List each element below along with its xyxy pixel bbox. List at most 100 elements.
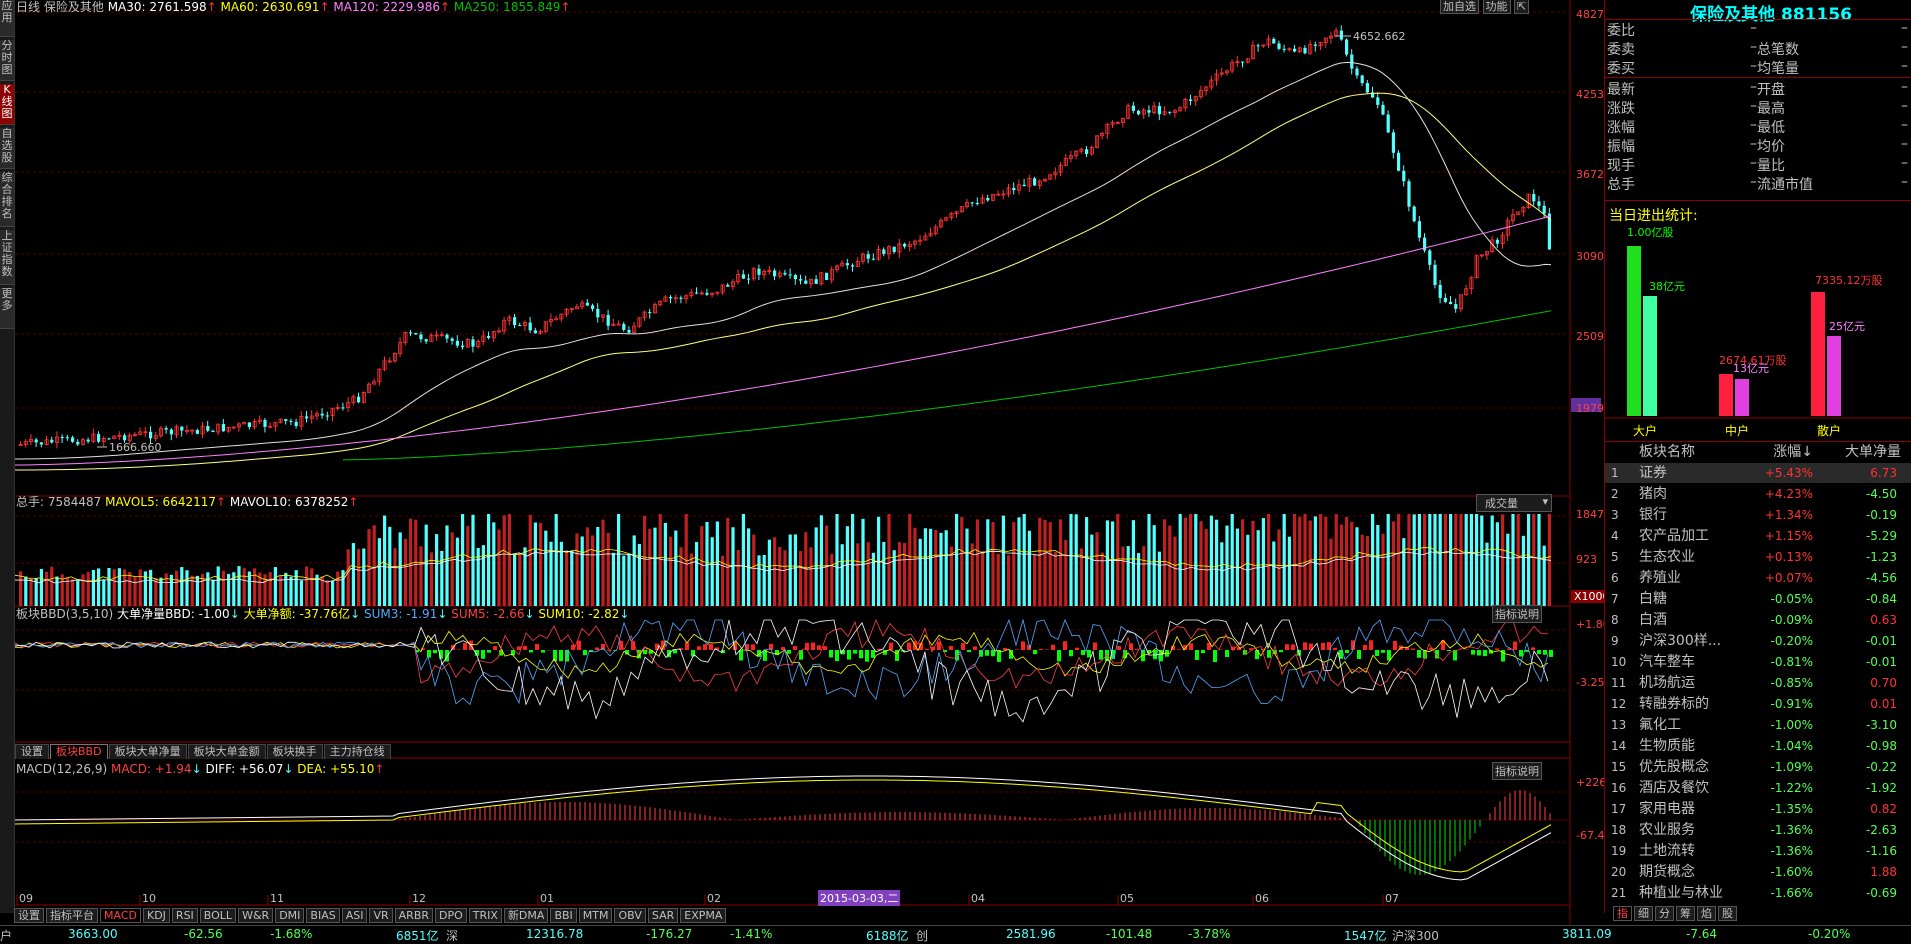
candle: [513, 317, 516, 325]
quote-dash: –: [1901, 174, 1908, 190]
volume-bar: [1163, 519, 1166, 606]
indicator-tab[interactable]: 指标平台: [46, 908, 98, 923]
bbd-help-button[interactable]: 指标说明: [1492, 605, 1542, 623]
left-tab-ranking[interactable]: 综合排名: [0, 172, 14, 227]
left-tab-more[interactable]: 更多: [0, 288, 14, 329]
add-watchlist-button[interactable]: 加自选: [1440, 0, 1479, 14]
volume-bar: [1147, 514, 1150, 606]
indicator-tab[interactable]: MACD: [100, 908, 141, 923]
bbd-tab-bignet[interactable]: 板块大单净量: [109, 744, 187, 759]
indicator-tab[interactable]: KDJ: [143, 908, 170, 923]
left-tab-watchlist[interactable]: 自选股: [0, 128, 14, 169]
quote-panel: 保险及其他 881156 委比––委卖–总笔数–委买–均笔量–最新–开盘–涨跌–…: [1604, 0, 1911, 913]
candle: [648, 312, 651, 313]
indicator-tab[interactable]: ARBR: [395, 908, 433, 923]
bbd-tab-turnover[interactable]: 板块换手: [267, 744, 323, 759]
indicator-tab[interactable]: ASI: [342, 908, 368, 923]
right-tab[interactable]: 股: [1718, 906, 1737, 921]
indicator-tab[interactable]: 设置: [14, 908, 44, 923]
left-tab-timeshare[interactable]: 分时图: [0, 40, 14, 81]
volume-bar: [648, 529, 651, 606]
indicator-tab[interactable]: VR: [369, 908, 392, 923]
indicator-tab[interactable]: BIAS: [306, 908, 339, 923]
macd-help-button[interactable]: 指标说明: [1492, 762, 1542, 780]
indicator-tab[interactable]: OBV: [614, 908, 645, 923]
expand-icon[interactable]: ⇱: [1514, 0, 1529, 14]
sh-index-value[interactable]: 3663.00: [68, 927, 118, 941]
price-axis-label: 4827: [1576, 8, 1604, 21]
bbd-tab-settings[interactable]: 设置: [15, 744, 49, 759]
quote-label: 涨跌: [1607, 98, 1635, 118]
indicator-tab[interactable]: TRIX: [469, 908, 502, 923]
candle: [170, 430, 173, 435]
volume-bar: [97, 568, 100, 606]
list-bignet: 0.63: [1837, 610, 1897, 630]
right-tab[interactable]: 分: [1655, 906, 1674, 921]
indicator-tab[interactable]: MTM: [579, 908, 613, 923]
indicator-tab[interactable]: BOLL: [200, 908, 236, 923]
candle: [867, 254, 870, 259]
right-tab[interactable]: 焰: [1697, 906, 1716, 921]
left-tab-apps[interactable]: 应用: [0, 0, 14, 37]
volume-bar: [133, 576, 136, 606]
volume-axis-label: X10000: [1574, 590, 1604, 603]
indicator-tab[interactable]: W&R: [238, 908, 273, 923]
right-tab[interactable]: 指: [1613, 906, 1632, 921]
bbd-bar: [1093, 643, 1097, 650]
function-button[interactable]: 功能: [1483, 0, 1511, 14]
indicator-tab[interactable]: DMI: [275, 908, 304, 923]
sz-index-value[interactable]: 12316.78: [526, 927, 583, 941]
chevron-down-icon: ▾: [1542, 495, 1551, 508]
col-header-name[interactable]: 板块名称: [1639, 442, 1695, 462]
left-tab-kline[interactable]: K线图: [0, 84, 14, 125]
col-header-change[interactable]: 涨幅↓: [1755, 442, 1813, 462]
left-tab-shindex[interactable]: 上证指数: [0, 230, 14, 285]
quote-dash: –: [1901, 155, 1908, 171]
volume-bar: [1517, 514, 1520, 606]
indicator-dropdown[interactable]: 成交量▾: [1476, 494, 1552, 512]
indicator-tab[interactable]: SAR: [648, 908, 678, 923]
bbd-tab-mainholding[interactable]: 主力持仓线: [324, 744, 391, 759]
indicator-tab[interactable]: EXPMA: [680, 908, 726, 923]
hs300-value[interactable]: 3811.09: [1562, 927, 1612, 941]
kline-chart[interactable]: 4827425336723090250919791847923X10000+1.…: [15, 0, 1604, 925]
indicator-tab[interactable]: DPO: [435, 908, 467, 923]
candle: [1023, 185, 1026, 186]
col-header-bignet[interactable]: 大单净量: [1831, 442, 1901, 462]
bbd-tab-bigamount[interactable]: 板块大单金额: [188, 744, 266, 759]
cy-index-value[interactable]: 2581.96: [1006, 927, 1056, 941]
indicator-tab[interactable]: 新DMA: [504, 908, 549, 923]
right-tab[interactable]: 细: [1634, 906, 1653, 921]
indicator-tab[interactable]: RSI: [172, 908, 198, 923]
bbd-tab-bbd[interactable]: 板块BBD: [50, 744, 108, 759]
indicator-tab[interactable]: BBI: [550, 908, 576, 923]
volume-bar: [237, 566, 240, 606]
hs300-change: -7.64: [1686, 927, 1717, 941]
quote-dash: –: [1901, 58, 1908, 74]
bbd-bar: [1357, 650, 1361, 659]
volume-bar: [1002, 516, 1005, 606]
right-tab[interactable]: 筹: [1676, 906, 1695, 921]
candle: [321, 414, 324, 416]
